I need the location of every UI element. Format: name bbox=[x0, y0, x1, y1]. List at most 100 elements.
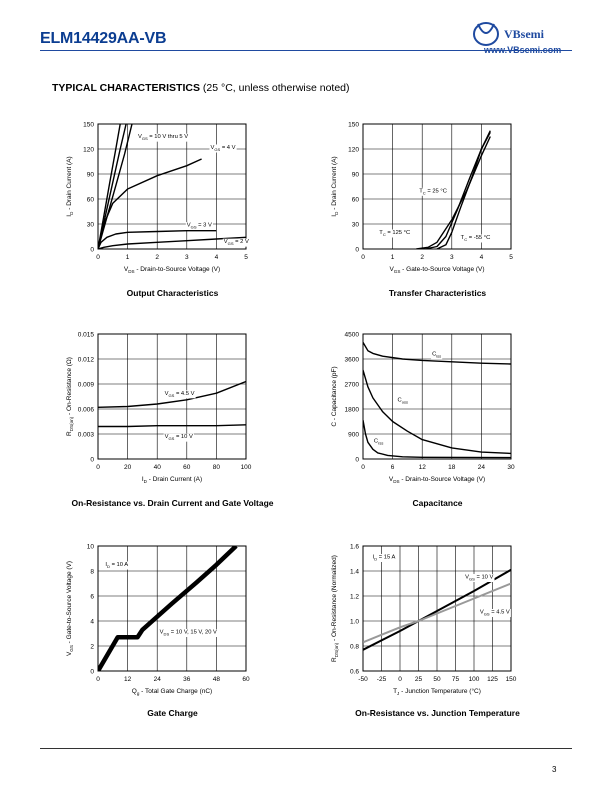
header-rule bbox=[40, 50, 572, 51]
x-tick-label: -50 bbox=[358, 676, 368, 683]
y-tick-label: 4500 bbox=[345, 332, 360, 339]
label-rest: = 25 °C bbox=[426, 188, 447, 194]
label-rest: - Capacitance (pF) bbox=[331, 366, 338, 422]
series-line bbox=[363, 369, 511, 455]
chart-label: VGS = 10 V thru 5 V bbox=[138, 134, 188, 141]
y-tick-label: 0.006 bbox=[78, 407, 95, 414]
label-bg bbox=[371, 554, 397, 562]
label-rest: = 10 V bbox=[174, 434, 193, 440]
label-bg bbox=[431, 351, 443, 360]
label-sub: GS bbox=[168, 436, 174, 441]
label-rest: = 10 V thru 5 V bbox=[148, 134, 189, 140]
label-main: I bbox=[331, 215, 338, 217]
label-sub: GS bbox=[168, 393, 174, 398]
label-main: V bbox=[389, 266, 394, 273]
x-tick-label: 36 bbox=[183, 676, 191, 683]
y-tick-label: 90 bbox=[352, 172, 360, 179]
series-group bbox=[98, 546, 238, 671]
y-tick-label: 60 bbox=[87, 197, 95, 204]
x-tick-label: 1 bbox=[126, 254, 130, 261]
x-tick-label: 0 bbox=[96, 254, 100, 261]
y-tick-label: 2700 bbox=[345, 382, 360, 389]
label-sub: C bbox=[423, 190, 426, 195]
label-sub: D bbox=[144, 479, 148, 484]
label-sub: D bbox=[107, 564, 110, 569]
chart-label: VDS - Drain-to-Source Voltage (V) bbox=[389, 476, 485, 484]
section-note: (25 °C, unless otherwise noted) bbox=[202, 82, 350, 94]
label-bg bbox=[104, 561, 130, 570]
website-link[interactable]: www.VBsemi.com bbox=[484, 45, 562, 55]
label-bg bbox=[163, 390, 196, 399]
label-bg bbox=[163, 433, 194, 442]
chart-label: TC = 25 °C bbox=[419, 188, 447, 195]
label-main: V bbox=[165, 434, 169, 440]
y-tick-label: 8 bbox=[90, 569, 94, 576]
label-sub: C bbox=[383, 232, 386, 237]
x-tick-label: 30 bbox=[507, 464, 515, 471]
label-rest: = 10 V, 15 V, 20 V bbox=[169, 630, 217, 636]
label-sub: DS bbox=[393, 479, 399, 484]
series-group bbox=[98, 380, 246, 428]
section-heading: TYPICAL CHARACTERISTICS (25 °C, unless o… bbox=[52, 82, 350, 94]
x-tick-label: 0 bbox=[96, 676, 100, 683]
y-tick-label: 0 bbox=[355, 247, 359, 254]
series-group bbox=[363, 341, 511, 459]
plot-frame bbox=[362, 333, 512, 460]
label-rest: = 2 V bbox=[234, 239, 249, 245]
chart-label: Crss bbox=[374, 438, 384, 445]
label-sub: DS(on) bbox=[334, 642, 339, 657]
label-bg bbox=[185, 222, 213, 230]
y-tick-label: 0 bbox=[90, 247, 94, 254]
chart-label: TC = 125 °C bbox=[379, 230, 410, 237]
label-bg bbox=[418, 187, 448, 196]
chart-label: VGS = 10 V bbox=[465, 575, 493, 582]
label-main: V bbox=[389, 476, 394, 483]
label-sub: GS bbox=[214, 147, 220, 152]
chart-label: ID = 15 A bbox=[373, 555, 396, 562]
label-rest: - Drain Current (A) bbox=[147, 476, 202, 483]
label-sub: DS bbox=[128, 269, 134, 274]
label-sub: rss bbox=[378, 440, 383, 445]
y-tick-label: 1800 bbox=[345, 407, 360, 414]
y-tick-label: 10 bbox=[87, 544, 95, 551]
label-bg bbox=[478, 609, 511, 617]
document-title: ELM14429AA-VB bbox=[40, 30, 167, 47]
caption-on-resistance-current: On-Resistance vs. Drain Current and Gate… bbox=[71, 498, 274, 508]
chart-on-resistance-vs-temperature: -50 -25 0 25 50 75 100 125 150 0.6 0.8 1.0 1.2 1.4 1.6… bbox=[325, 540, 531, 703]
label-main: V bbox=[210, 145, 214, 151]
chart-label: RDS(on) - On-Resistance (Ω) bbox=[66, 357, 74, 436]
label-main: I bbox=[142, 476, 144, 483]
label-main: V bbox=[160, 630, 164, 636]
label-main: C bbox=[398, 398, 402, 404]
label-sub: GS bbox=[469, 577, 475, 582]
label-sub: D bbox=[69, 211, 74, 215]
brand-logo: VBsemi bbox=[472, 20, 572, 52]
series-line bbox=[98, 380, 246, 408]
page-number: 3 bbox=[552, 765, 557, 774]
chart-label: VDS - Drain-to-Source Voltage (V) bbox=[124, 266, 220, 274]
chart-label: Qg - Total Gate Charge (nC) bbox=[132, 688, 212, 696]
chart-svg: -50 -25 0 25 50 75 100 125 150 0.6 0.8 1.0 1.2 1.4 1.6… bbox=[331, 544, 517, 697]
series-line bbox=[98, 546, 238, 671]
series-group bbox=[363, 568, 511, 651]
chart-label: TJ - Junction Temperature (°C) bbox=[393, 687, 481, 696]
label-bg bbox=[209, 144, 237, 153]
chart-label: ID - Drain Current (A) bbox=[66, 156, 74, 216]
y-tick-label: 0.6 bbox=[350, 669, 359, 676]
y-tick-label: 0.8 bbox=[350, 644, 359, 651]
label-sub: C bbox=[464, 237, 467, 242]
label-main: T bbox=[379, 230, 383, 236]
x-tick-label: 5 bbox=[509, 254, 513, 261]
y-tick-label: 0.012 bbox=[78, 357, 95, 364]
x-tick-label: 0 bbox=[398, 676, 402, 683]
series-line bbox=[363, 419, 511, 459]
label-sub: GS bbox=[484, 612, 490, 617]
label-sub: D bbox=[334, 211, 339, 215]
caption-transfer: Transfer Characteristics bbox=[388, 288, 487, 298]
y-tick-label: 1.4 bbox=[350, 569, 359, 576]
x-tick-label: 0 bbox=[361, 464, 365, 471]
x-tick-label: 50 bbox=[433, 676, 441, 683]
footer-rule bbox=[40, 748, 572, 749]
series-line bbox=[98, 158, 202, 249]
